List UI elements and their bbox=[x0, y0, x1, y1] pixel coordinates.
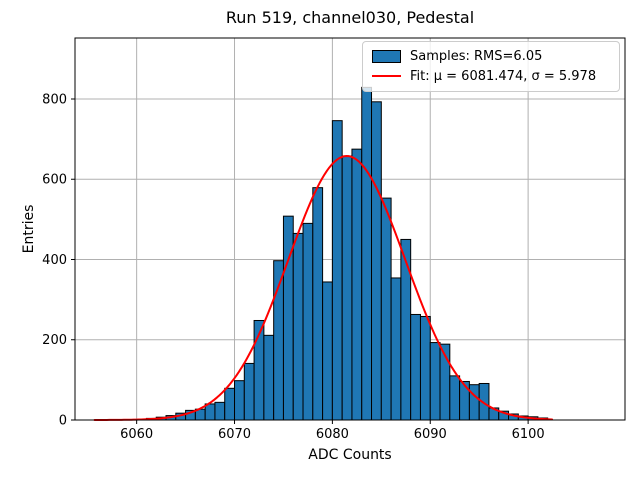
x-tick-label: 6080 bbox=[316, 427, 349, 442]
histogram-bar bbox=[419, 315, 431, 421]
y-tick-label: 200 bbox=[42, 333, 67, 348]
histogram-bar bbox=[234, 380, 245, 421]
fit-line-swatch bbox=[372, 75, 401, 78]
y-tick-label: 600 bbox=[42, 173, 67, 188]
histogram-bar bbox=[468, 384, 480, 421]
histogram-bar bbox=[341, 155, 353, 421]
histogram-bar bbox=[410, 313, 421, 421]
fit-curve bbox=[93, 154, 554, 421]
y-tick-label: 800 bbox=[42, 92, 67, 107]
histogram-bar bbox=[400, 238, 412, 421]
histogram-bar bbox=[459, 380, 470, 421]
legend-label-samples: Samples: RMS=6.05 bbox=[410, 49, 543, 65]
histogram-bar bbox=[224, 387, 236, 421]
histogram-swatch bbox=[372, 50, 401, 64]
x-tick-label: 6060 bbox=[120, 427, 153, 442]
histogram-bar bbox=[243, 362, 255, 421]
y-axis-label: Entries bbox=[21, 205, 37, 254]
histogram-bar bbox=[292, 232, 304, 421]
x-tick-label: 6070 bbox=[218, 427, 251, 442]
histogram-bar bbox=[449, 375, 461, 421]
histogram-bar bbox=[322, 281, 333, 421]
histogram-bar bbox=[371, 101, 382, 421]
legend-label-fit: Fit: μ = 6081.474, σ = 5.978 bbox=[410, 68, 597, 84]
histogram-bar bbox=[361, 86, 373, 421]
legend: Samples: RMS=6.05 Fit: μ = 6081.474, σ =… bbox=[362, 41, 620, 92]
histogram-bar bbox=[351, 148, 363, 421]
histogram-bar bbox=[302, 222, 314, 421]
y-tick-label: 0 bbox=[59, 414, 67, 429]
plot-border bbox=[74, 37, 626, 421]
histogram-bar bbox=[429, 342, 441, 421]
x-tick-label: 6090 bbox=[414, 427, 447, 442]
x-tick-label: 6100 bbox=[512, 427, 545, 442]
chart-title: Run 519, channel030, Pedestal bbox=[226, 8, 474, 27]
histogram-bar bbox=[214, 401, 226, 421]
legend-entry-fit: Fit: μ = 6081.474, σ = 5.978 bbox=[372, 69, 610, 84]
histogram-bar bbox=[282, 215, 294, 421]
histogram-bar bbox=[263, 334, 275, 421]
legend-entry-samples: Samples: RMS=6.05 bbox=[372, 49, 610, 64]
histogram-bar bbox=[331, 120, 343, 421]
histogram-bar bbox=[312, 187, 324, 421]
histogram-bar bbox=[204, 403, 216, 421]
histogram-bar bbox=[380, 197, 392, 421]
histogram-bar bbox=[390, 277, 402, 421]
y-tick-label: 400 bbox=[42, 253, 67, 268]
x-axis-label: ADC Counts bbox=[308, 447, 391, 463]
